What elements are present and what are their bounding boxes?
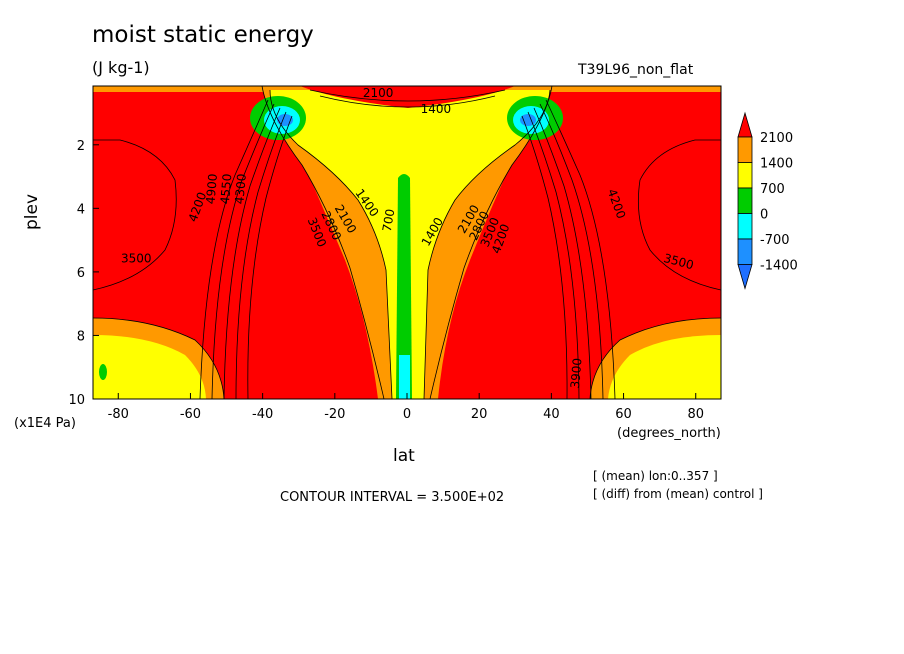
y-tick-label: 4	[77, 202, 85, 217]
contour-label: 3900	[568, 357, 585, 389]
colorbar: 2100 1400 700 0 -700 -1400	[737, 111, 798, 290]
x-tick-label: 20	[471, 407, 488, 422]
x-axis-label: lat	[393, 446, 415, 466]
chart-units: (J kg-1)	[92, 58, 150, 77]
x-tick-label: 60	[615, 407, 632, 422]
colorbar-label: 2100	[760, 131, 793, 146]
y-axis-multiplier: (x1E4 Pa)	[14, 416, 76, 431]
x-tick-label: 80	[687, 407, 704, 422]
chart-title: moist static energy	[92, 22, 314, 48]
x-tick-label: 0	[403, 407, 411, 422]
y-tick-label: 6	[77, 266, 85, 281]
note-mean: [ (mean) lon:0..357 ]	[593, 469, 718, 483]
contour-label: 3500	[121, 251, 152, 265]
colorbar-segment	[737, 238, 753, 265]
colorbar-label: -1400	[760, 259, 798, 274]
x-tick-label: -20	[324, 407, 345, 422]
note-diff: [ (diff) from (mean) control ]	[593, 487, 763, 501]
y-tick-label: 2	[77, 139, 85, 154]
x-tick-label: -80	[108, 407, 129, 422]
colorbar-label: -700	[760, 233, 790, 248]
colorbar-segment	[737, 162, 753, 189]
y-tick-label: 10	[68, 393, 85, 408]
run-label: T39L96_non_flat	[578, 62, 694, 78]
x-tick-label: -40	[252, 407, 273, 422]
colorbar-segment	[737, 213, 753, 240]
colorbar-top-arrow	[737, 111, 753, 138]
contour-interval: CONTOUR INTERVAL = 3.500E+02	[280, 490, 505, 505]
contour-label: 700	[380, 208, 398, 233]
colorbar-label: 1400	[760, 157, 793, 172]
y-tick-label: 8	[77, 329, 85, 344]
contour-label: 4550	[218, 173, 235, 205]
colorbar-label: 700	[760, 182, 785, 197]
contour-label: 2100	[363, 86, 394, 100]
contour-label: 4900	[203, 173, 220, 205]
filled-contours	[93, 86, 721, 399]
x-tick-label: -60	[180, 407, 201, 422]
x-tick-label: 40	[543, 407, 560, 422]
colorbar-label: 0	[760, 208, 768, 223]
contour-lines	[93, 86, 721, 399]
colorbar-segment	[737, 187, 753, 214]
axis-ticks: -80 -60 -40 -20 0 20 40 60 80 2 4 6 8 10	[68, 139, 704, 422]
colorbar-segment	[737, 136, 753, 163]
colorbar-bottom-arrow	[737, 264, 753, 290]
contour-label: 4300	[232, 173, 249, 205]
x-axis-units: (degrees_north)	[617, 426, 721, 441]
contour-label: 1400	[421, 102, 452, 116]
